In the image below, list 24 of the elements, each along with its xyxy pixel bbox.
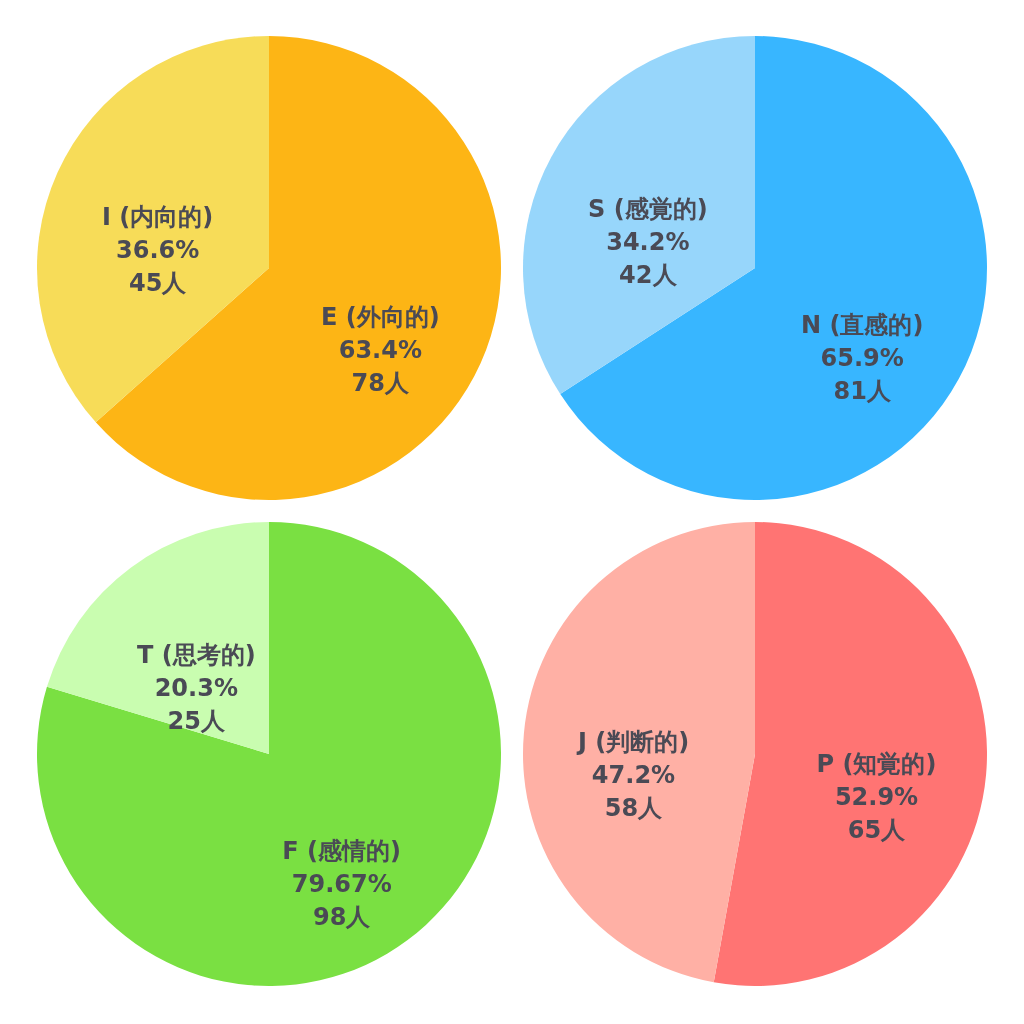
slice-label: P (知覚的): [816, 749, 937, 778]
slice-label: E (外向的): [320, 302, 440, 331]
pie-slice: [46, 522, 269, 754]
data-label: 20.3% 25人: [154, 674, 238, 736]
pie-slice: [523, 36, 755, 395]
pie-slice: [37, 36, 269, 423]
data-label: 34.2% 42人: [606, 227, 690, 289]
data-label: 79.67% 98人: [291, 869, 392, 931]
slice-label: N (直感的): [800, 311, 924, 340]
data-label: 52.9% 65人: [834, 782, 919, 844]
pie-slice: [560, 36, 987, 500]
data-label: 65.9% 81人: [820, 344, 904, 406]
pie-slice: [713, 522, 987, 986]
slice-label: F (感情的): [282, 836, 402, 865]
pie-slice: [95, 36, 501, 500]
data-label: 36.6% 45人: [116, 236, 200, 298]
slice-label: S (感覚的): [588, 194, 708, 223]
slice-label: I (内向的): [102, 203, 214, 232]
pie-slice: [523, 522, 755, 983]
data-label: 63.4% 78人: [338, 335, 422, 397]
pie-slice: [37, 522, 501, 986]
data-label: 47.2% 58人: [591, 761, 676, 823]
slice-label: J (判断的): [575, 728, 690, 757]
slice-label: T (思考的): [136, 641, 256, 670]
